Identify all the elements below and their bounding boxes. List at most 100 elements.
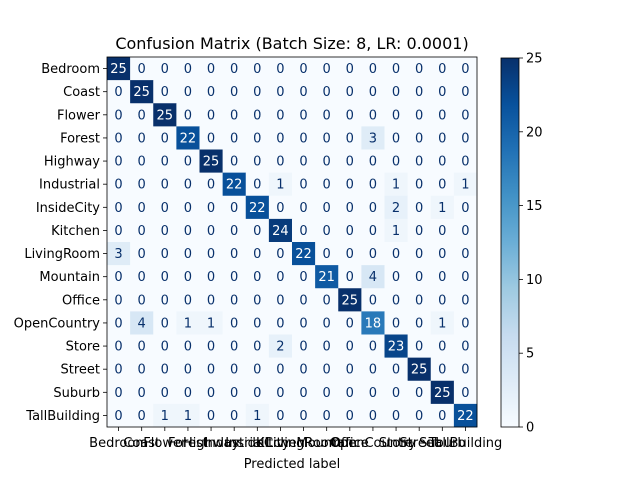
cell-value-label: 0 [253,224,261,239]
cell-value-label: 0 [114,85,122,100]
heatmap-cell [315,380,339,405]
cell-value-label: 0 [461,62,469,77]
heatmap-cell [338,218,362,243]
heatmap-cell [361,80,385,104]
cell-value-label: 1 [438,316,446,331]
cell-value-label: 0 [438,247,446,262]
heatmap-cell [338,265,362,289]
cell-value-label: 0 [161,62,169,77]
heatmap-cell [199,380,223,405]
x-tick-label: Coast [123,436,160,451]
heatmap-cell [153,334,177,358]
heatmap-cell [176,172,200,197]
cell-value-label: 0 [230,85,238,100]
heatmap-cell [292,218,316,243]
heatmap-cell [384,149,408,173]
heatmap-cell [176,103,200,127]
cell-value-label: 0 [415,386,423,401]
heatmap-cell [107,357,131,382]
cell-value-label: 0 [438,270,446,285]
cell-value-label: 22 [249,201,266,216]
cell-value-label: 0 [369,201,377,216]
cell-value-label: 0 [253,178,261,193]
heatmap-cell [384,311,408,335]
x-tick-label: Street [399,436,439,451]
heatmap-cell [338,288,362,312]
heatmap-cell [222,403,247,428]
heatmap-cell [245,103,270,127]
cell-value-label: 0 [253,155,261,170]
heatmap-cell [176,80,200,104]
y-tick-labels: Bedroom Coast Flower Forest Highway Industria… [14,62,107,424]
cell-value-label: 0 [161,340,169,355]
heatmap-cell [292,311,316,335]
heatmap-cell [315,265,339,289]
cell-value-label: 0 [276,85,284,100]
heatmap-cell [222,288,247,312]
cell-value-label: 0 [323,293,331,308]
cell-value-label: 21 [318,270,335,285]
cell-value-label: 0 [138,363,146,378]
cell-value-label: 0 [346,409,354,424]
heatmap-cell [430,149,455,173]
cell-value-label: 0 [369,224,377,239]
heatmap-cell [268,195,293,220]
cell-value-label: 0 [461,224,469,239]
cell-value-label: 0 [276,108,284,123]
heatmap-cell [130,242,154,266]
heatmap-cell [130,380,154,405]
cell-value-label: 0 [184,224,192,239]
cell-value-label: 0 [276,247,284,262]
x-tick-labels: BedroomCoastFlowerForestHighwayIndustria… [89,427,502,451]
heatmap-cell [268,103,293,127]
cell-value-label: 0 [184,178,192,193]
heatmap-cell [338,172,362,197]
heatmap-cell [292,149,316,173]
cell-value-label: 0 [161,386,169,401]
cell-value-label: 3 [369,131,377,146]
x-tick-label: Office [331,436,369,451]
heatmap-cell [222,334,247,358]
cell-value-label: 0 [461,293,469,308]
heatmap-cell [199,80,223,104]
heatmap-cell [199,57,223,81]
cell-value-label: 0 [253,363,261,378]
cell-value-label: 0 [184,201,192,216]
heatmap-cell [292,172,316,197]
cell-value-label: 0 [161,131,169,146]
heatmap-cell [268,334,293,358]
heatmap-cell [222,149,247,173]
cell-value-label: 0 [184,340,192,355]
heatmap-cell [199,403,223,428]
heatmap-cell [315,57,339,81]
cell-value-label: 0 [184,363,192,378]
heatmap-cell [407,334,432,358]
heatmap-cell [130,80,154,104]
heatmap-cell [430,80,455,104]
plot-frame [106,56,478,428]
heatmap-cell [430,103,455,127]
heatmap-cell [176,311,200,335]
heatmap-cell [292,242,316,266]
cell-value-label: 0 [114,224,122,239]
cell-value-label: 0 [299,340,307,355]
colorbar-tick-label: 20 [526,125,543,140]
cell-value-label: 0 [114,131,122,146]
cell-value-label: 0 [207,293,215,308]
cell-value-label: 0 [161,247,169,262]
cell-value-label: 0 [207,409,215,424]
cell-value-label: 0 [230,363,238,378]
heatmap-cell [453,195,478,220]
cell-value-label: 0 [230,270,238,285]
cell-value-label: 0 [461,270,469,285]
heatmap-cell [222,242,247,266]
cell-value-label: 0 [207,340,215,355]
y-tick-label: Store [66,340,100,355]
cell-value-label: 0 [392,155,400,170]
heatmap-cell [430,172,455,197]
heatmap-cell [268,172,293,197]
cell-value-label: 0 [323,201,331,216]
heatmap-cell [107,80,131,104]
heatmap-cell [199,288,223,312]
heatmap-cell [107,126,131,150]
